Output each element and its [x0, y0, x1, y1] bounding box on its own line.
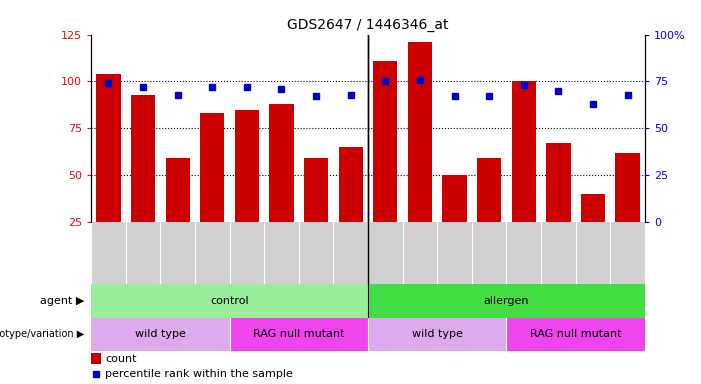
Text: percentile rank within the sample: percentile rank within the sample	[105, 369, 293, 379]
Bar	[512, 81, 536, 222]
Bar	[368, 318, 507, 351]
Text: allergen: allergen	[484, 296, 529, 306]
Text: genotype/variation ▶: genotype/variation ▶	[0, 329, 84, 339]
Bar	[91, 353, 101, 364]
Bar	[477, 158, 501, 222]
Text: control: control	[210, 296, 249, 306]
Bar	[339, 147, 363, 222]
Bar	[91, 285, 368, 318]
Bar	[408, 42, 432, 222]
Title: GDS2647 / 1446346_at: GDS2647 / 1446346_at	[287, 18, 449, 32]
Bar	[91, 318, 230, 351]
Bar	[200, 113, 224, 222]
Bar	[507, 318, 645, 351]
Text: RAG null mutant: RAG null mutant	[530, 329, 622, 339]
Text: count: count	[105, 354, 137, 364]
Bar	[581, 194, 605, 222]
Bar	[368, 285, 645, 318]
Bar	[373, 61, 397, 222]
Bar	[165, 158, 190, 222]
Bar	[269, 104, 294, 222]
Bar	[230, 318, 368, 351]
Bar	[304, 158, 328, 222]
Text: wild type: wild type	[135, 329, 186, 339]
Bar	[615, 152, 640, 222]
Bar	[131, 94, 155, 222]
Text: wild type: wild type	[411, 329, 463, 339]
Bar	[442, 175, 467, 222]
Bar	[546, 143, 571, 222]
Bar	[96, 74, 121, 222]
Bar	[235, 109, 259, 222]
Text: agent ▶: agent ▶	[40, 296, 84, 306]
Text: RAG null mutant: RAG null mutant	[253, 329, 345, 339]
